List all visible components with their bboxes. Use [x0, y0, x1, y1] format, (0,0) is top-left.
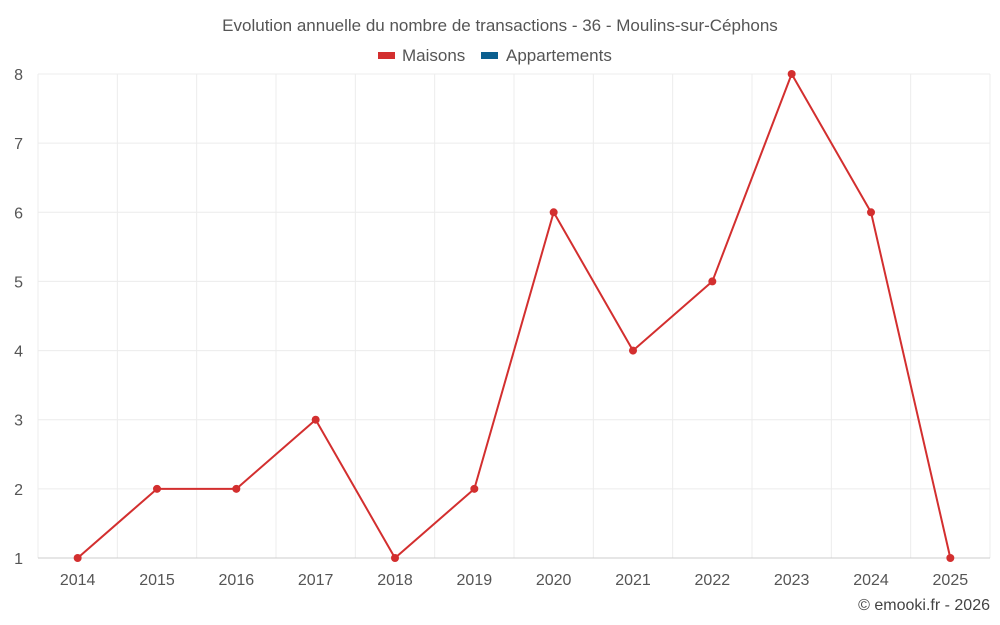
x-tick-label: 2021 — [615, 572, 651, 589]
data-point-maisons-2024[interactable] — [867, 208, 875, 217]
data-point-maisons-2014[interactable] — [73, 554, 82, 562]
x-tick-label: 2022 — [695, 572, 731, 589]
data-point-maisons-2020[interactable] — [549, 208, 558, 217]
chart-legend: Maisons Appartements — [378, 46, 612, 65]
legend-label-maisons[interactable]: Maisons — [402, 46, 465, 65]
credit-text: © emooki.fr - 2026 — [858, 597, 990, 614]
series-line-maisons — [77, 73, 952, 559]
data-point-maisons-2015[interactable] — [153, 484, 161, 493]
legend-swatch-appartements[interactable] — [481, 52, 498, 59]
x-tick-label: 2024 — [853, 572, 889, 589]
y-axis: 1 2 3 4 5 6 7 8 — [14, 67, 23, 568]
x-axis: 2014 2015 2016 2017 2018 2019 2020 2021 2022 2023… — [60, 572, 968, 589]
series-layer — [73, 70, 955, 562]
legend-label-appartements[interactable]: Appartements — [506, 46, 612, 65]
chart-grid — [37, 73, 991, 559]
y-tick-label: 2 — [14, 482, 23, 499]
x-tick-label: 2018 — [377, 572, 413, 589]
x-tick-label: 2025 — [933, 572, 969, 589]
data-point-maisons-2022[interactable] — [708, 277, 717, 286]
x-tick-label: 2019 — [457, 572, 493, 589]
x-tick-label: 2014 — [60, 572, 96, 589]
legend-swatch-maisons[interactable] — [378, 52, 395, 59]
data-point-maisons-2017[interactable] — [311, 415, 320, 424]
y-tick-label: 7 — [14, 136, 23, 153]
y-tick-label: 8 — [14, 67, 23, 84]
data-point-maisons-2016[interactable] — [232, 484, 241, 493]
y-tick-label: 3 — [14, 413, 23, 430]
x-tick-label: 2015 — [139, 572, 175, 589]
y-tick-label: 1 — [14, 551, 23, 568]
y-tick-label: 5 — [14, 274, 23, 291]
x-tick-label: 2023 — [774, 572, 810, 589]
x-tick-label: 2020 — [536, 572, 572, 589]
chart-title: Evolution annuelle du nombre de transact… — [222, 16, 778, 35]
data-point-maisons-2019[interactable] — [470, 484, 479, 493]
x-tick-label: 2017 — [298, 572, 334, 589]
data-point-maisons-2025[interactable] — [946, 554, 955, 562]
x-tick-label: 2016 — [219, 572, 255, 589]
data-point-maisons-2021[interactable] — [629, 346, 637, 355]
y-tick-label: 6 — [14, 205, 23, 222]
data-point-maisons-2023[interactable] — [787, 70, 796, 78]
y-tick-label: 4 — [14, 344, 23, 361]
data-point-maisons-2018[interactable] — [391, 554, 399, 562]
